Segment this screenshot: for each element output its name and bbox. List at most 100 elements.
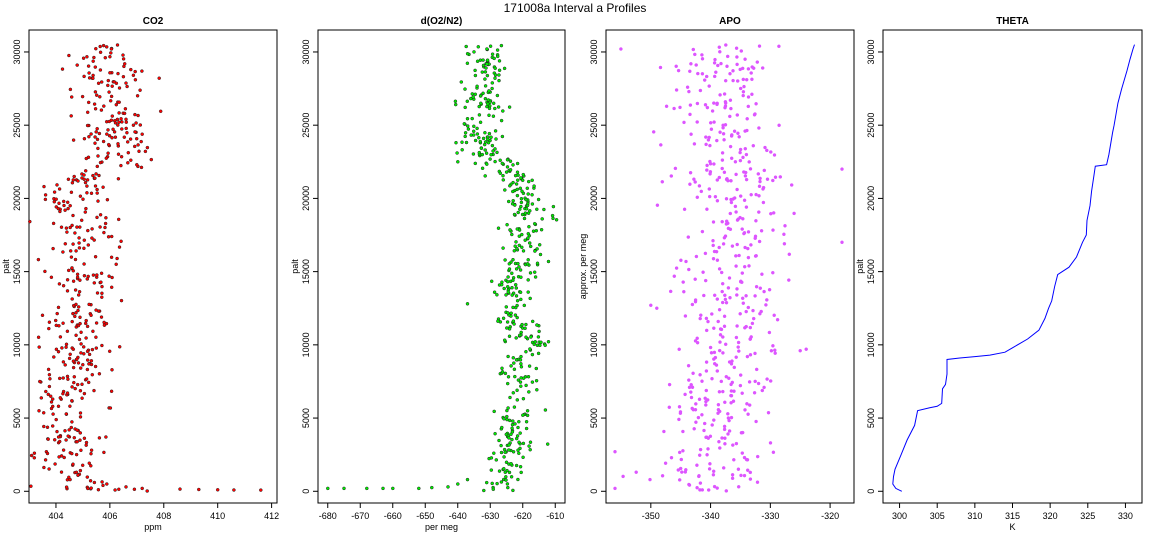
data-point	[698, 316, 702, 321]
data-point	[489, 135, 493, 139]
data-point	[526, 278, 530, 282]
data-point	[59, 470, 64, 474]
data-point	[720, 166, 724, 171]
data-point	[723, 342, 728, 347]
data-point	[712, 293, 717, 298]
data-point	[754, 284, 759, 289]
data-point	[89, 451, 93, 456]
data-point	[82, 352, 86, 356]
data-point	[490, 481, 494, 486]
data-point	[694, 254, 699, 259]
data-point	[68, 87, 73, 92]
data-point	[475, 132, 480, 136]
data-point	[714, 70, 718, 74]
data-point	[718, 446, 722, 450]
data-point	[773, 175, 778, 179]
data-point	[63, 208, 67, 212]
data-point	[83, 321, 88, 326]
data-point	[735, 187, 739, 192]
data-point	[737, 349, 741, 353]
data-point	[515, 246, 519, 251]
data-point	[52, 355, 56, 359]
data-point	[528, 296, 532, 301]
data-point	[672, 106, 676, 111]
data-point	[730, 476, 735, 481]
data-point	[515, 398, 520, 402]
data-point	[746, 104, 751, 109]
data-point	[531, 229, 536, 233]
data-point	[717, 267, 722, 271]
data-point	[707, 467, 712, 471]
data-point	[743, 146, 748, 151]
data-point	[145, 145, 150, 150]
data-point	[782, 232, 786, 237]
data-point	[492, 409, 496, 414]
data-point	[743, 57, 747, 61]
data-point	[79, 448, 83, 453]
data-point	[465, 116, 470, 121]
data-point	[465, 302, 470, 306]
data-point	[539, 227, 544, 232]
data-point	[698, 447, 703, 452]
data-point	[119, 154, 124, 159]
data-point	[515, 178, 520, 182]
data-point	[648, 477, 652, 482]
data-point	[489, 152, 493, 157]
data-point	[728, 295, 732, 300]
data-point	[515, 193, 520, 198]
data-point	[747, 160, 751, 164]
data-point	[722, 324, 727, 329]
data-point	[514, 358, 519, 362]
data-point	[773, 351, 777, 355]
data-point	[480, 152, 485, 157]
data-point	[491, 114, 496, 118]
data-point	[75, 272, 80, 277]
data-point	[471, 129, 476, 134]
data-point	[90, 372, 95, 377]
data-point	[550, 213, 555, 218]
data-points	[613, 43, 844, 493]
data-point	[514, 286, 519, 290]
data-point	[501, 246, 505, 250]
data-point	[47, 372, 52, 377]
x-tick-label: 408	[156, 511, 171, 521]
data-point	[686, 235, 691, 239]
data-point	[93, 90, 98, 94]
data-point	[487, 89, 491, 93]
data-point	[533, 249, 537, 253]
data-point	[101, 43, 106, 48]
data-point	[95, 291, 100, 295]
data-point	[140, 132, 144, 136]
data-point	[519, 196, 524, 201]
data-point	[719, 270, 724, 275]
data-point	[45, 451, 50, 456]
data-point	[525, 203, 530, 208]
data-point	[515, 298, 520, 303]
data-point	[754, 419, 758, 424]
data-point	[145, 489, 149, 493]
data-point	[519, 365, 524, 369]
data-point	[485, 62, 489, 66]
data-point	[94, 321, 99, 325]
data-point	[96, 487, 101, 492]
data-point	[99, 315, 104, 319]
data-point	[724, 197, 729, 201]
data-point	[551, 204, 556, 209]
y-axis-title: palt	[855, 259, 865, 274]
data-point	[124, 120, 129, 124]
data-point	[504, 432, 509, 437]
data-point	[463, 105, 467, 110]
data-point	[494, 458, 499, 462]
data-point	[712, 484, 717, 489]
data-point	[74, 452, 79, 457]
data-point	[519, 200, 524, 205]
data-point	[510, 202, 515, 206]
data-point	[499, 443, 503, 448]
data-point	[77, 241, 81, 245]
data-point	[735, 293, 739, 297]
data-point	[744, 309, 748, 314]
data-point	[70, 297, 74, 301]
data-point	[493, 76, 497, 80]
x-tick-label: -670	[351, 511, 369, 521]
data-point	[70, 319, 74, 324]
